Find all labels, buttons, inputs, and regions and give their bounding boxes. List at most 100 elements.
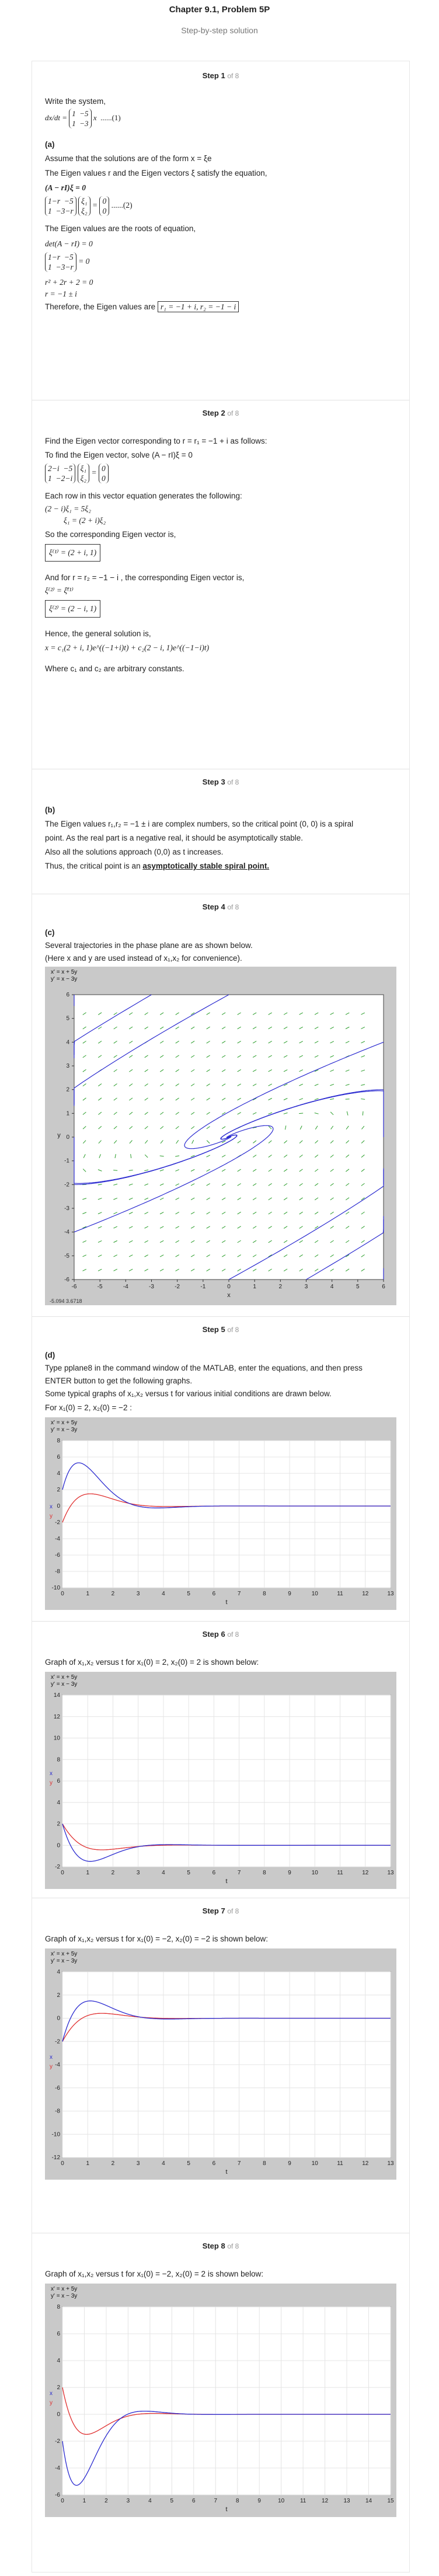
- field-arrow: [252, 1055, 257, 1058]
- x-tick-label: 9: [288, 1591, 291, 1597]
- field-arrow: [159, 1012, 164, 1015]
- legend-eq-2: y' = x − 3y: [51, 1958, 78, 1964]
- field-arrow: [144, 1254, 148, 1257]
- conclusion-prefix: Thus, the critical point is an: [45, 862, 141, 870]
- field-arrow: [345, 1226, 350, 1229]
- field-arrow: [361, 1240, 365, 1243]
- field-arrow: [252, 1183, 257, 1186]
- field-arrow: [113, 1197, 118, 1200]
- x-tick-label: 3: [305, 1284, 308, 1290]
- field-arrow: [113, 1040, 117, 1044]
- field-arrow: [113, 1069, 117, 1072]
- field-arrow: [268, 1069, 272, 1072]
- field-arrow: [330, 1197, 334, 1201]
- chart-legend: x' = x + 5y y' = x − 3y: [51, 969, 77, 983]
- trajectory: [220, 1089, 384, 1140]
- field-arrow: [175, 1111, 179, 1115]
- field-arrow: [346, 1125, 349, 1130]
- field-arrow: [237, 1254, 241, 1257]
- x-tick-label: 2: [112, 2160, 115, 2167]
- step-count: of 8: [227, 1326, 239, 1334]
- field-arrow: [283, 1211, 288, 1215]
- field-arrow: [221, 1226, 226, 1229]
- field-arrow: [361, 1154, 365, 1158]
- y-tick-label: 10: [54, 1735, 61, 1742]
- x-tick-label: 9: [288, 1870, 291, 1876]
- field-arrow: [252, 1127, 257, 1128]
- field-arrow: [283, 1041, 288, 1044]
- field-arrow: [299, 1197, 303, 1201]
- x-tick-label: 6: [212, 2160, 216, 2167]
- y-tick-label: 2: [57, 1821, 60, 1828]
- field-arrow: [330, 1083, 335, 1086]
- field-arrow: [82, 1140, 86, 1144]
- field-arrow: [113, 1111, 117, 1115]
- field-arrow: [299, 1268, 303, 1272]
- field-arrow: [144, 1097, 148, 1101]
- field-arrow: [237, 1197, 241, 1200]
- field-arrow: [97, 1226, 102, 1229]
- field-arrow: [330, 1226, 334, 1229]
- field-arrow: [113, 1240, 118, 1243]
- field-arrow: [144, 1069, 148, 1072]
- trajectory: [184, 1041, 384, 1149]
- legend-eq-1: x' = x + 5y: [51, 1951, 78, 1957]
- field-arrow: [221, 1211, 226, 1215]
- field-arrow: [361, 1084, 365, 1086]
- y-tick-label: -3: [64, 1205, 69, 1212]
- field-arrow: [237, 1226, 241, 1229]
- series-x-label: x: [50, 1504, 53, 1510]
- conclusion-highlight: asymptotically stable spiral point.: [142, 862, 270, 870]
- field-arrow: [314, 1254, 319, 1257]
- trajectory: [74, 994, 152, 1058]
- step6-line-1: Graph of x₁,x₂ versus t for x₁(0) = 2, x…: [45, 1658, 259, 1667]
- char-equation: r² + 2r + 2 = 0: [45, 278, 93, 287]
- field-arrow: [361, 1125, 365, 1130]
- field-arrow: [268, 1140, 272, 1144]
- field-arrow: [190, 1097, 195, 1101]
- field-arrow: [283, 1197, 288, 1201]
- field-arrow: [97, 1254, 102, 1257]
- field-arrow: [206, 1097, 210, 1101]
- field-arrow: [98, 1097, 102, 1101]
- field-arrow: [97, 1240, 102, 1243]
- series-y-label: y: [50, 1780, 53, 1786]
- field-arrow: [98, 1083, 102, 1086]
- step-1-heading: Step 1 of 8: [32, 71, 409, 80]
- step-label: Step 1: [202, 71, 225, 80]
- field-arrow: [128, 1012, 133, 1015]
- x-tick-label: 2: [112, 1870, 115, 1876]
- field-arrow: [314, 1197, 319, 1201]
- field-arrow: [206, 1254, 210, 1257]
- hence-text: Hence, the general solution is,: [45, 629, 151, 638]
- field-arrow: [97, 1198, 102, 1200]
- eigen-intro: The Eigen values r and the Eigen vectors…: [45, 169, 267, 177]
- y-tick-label: -8: [55, 2108, 60, 2115]
- x-tick-label: 15: [387, 2498, 394, 2504]
- page-title: Chapter 9.1, Problem 5P: [169, 5, 270, 15]
- legend-eq-1: x' = x + 5y: [51, 969, 78, 975]
- y-tick-label: -1: [64, 1158, 69, 1165]
- step5-line-3: Some typical graphs of x₁,x₂ versus t fo…: [45, 1389, 332, 1398]
- field-arrow: [113, 1097, 117, 1101]
- y-tick-label: -6: [55, 2085, 60, 2092]
- step-count: of 8: [227, 903, 239, 911]
- field-arrow: [175, 1183, 180, 1186]
- roots-intro: The Eigen values are the roots of equati…: [45, 224, 196, 233]
- field-arrow: [268, 1026, 272, 1030]
- field-arrow: [190, 1055, 195, 1058]
- step-count: of 8: [227, 2242, 239, 2250]
- field-arrow: [345, 1240, 350, 1243]
- field-arrow: [346, 1183, 350, 1186]
- x-tick-label: 4: [162, 1591, 165, 1597]
- field-arrow: [97, 1268, 102, 1271]
- step8-line-1: Graph of x₁,x₂ versus t for x₁(0) = −2, …: [45, 2270, 264, 2278]
- field-arrow: [175, 1012, 179, 1015]
- field-arrow: [175, 1083, 179, 1086]
- y-tick-label: -2: [64, 1181, 69, 1188]
- field-arrow: [237, 1097, 241, 1101]
- field-arrow: [330, 1211, 334, 1215]
- field-arrow: [82, 1226, 87, 1229]
- x-tick-label: 5: [187, 1591, 190, 1597]
- field-arrow: [159, 1254, 164, 1257]
